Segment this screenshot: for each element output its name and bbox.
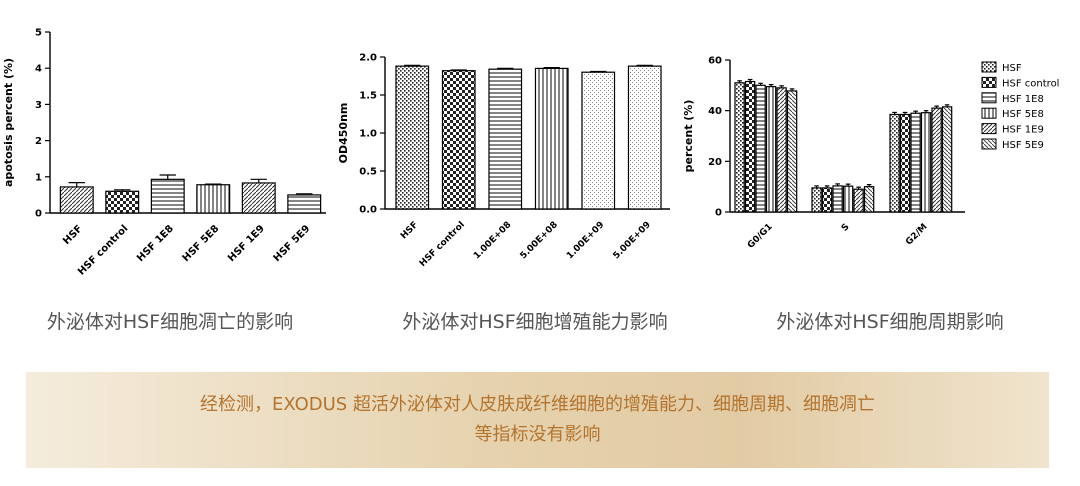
proliferation-y-tick-label: 0.0 <box>359 205 377 216</box>
apoptosis-x-tick-label: HSF 5E9 <box>272 223 313 264</box>
apoptosis-bar <box>196 184 231 214</box>
cell-cycle-bar <box>853 188 864 213</box>
cell-cycle-bar <box>734 82 745 213</box>
legend-label: HSF 5E9 <box>1002 140 1044 151</box>
apoptosis-y-tick-label: 3 <box>35 100 42 111</box>
cell-cycle-y-tick-label: 0 <box>715 208 722 219</box>
cell-cycle-chart-svg: 0 20 40 60 percent (%) G0/G1 S G2/M HSF HSF contr… <box>682 56 1059 251</box>
apoptosis-bar <box>287 194 322 214</box>
proliferation-x-tick-label: 1.00E+09 <box>565 220 606 261</box>
apoptosis-bar <box>241 182 276 214</box>
cell-cycle-bar <box>920 112 932 213</box>
cell-cycle-bar <box>931 107 942 213</box>
apoptosis-bar <box>59 186 94 214</box>
proliferation-y-tick-label: 1.5 <box>359 91 377 102</box>
legend-label: HSF 1E9 <box>1002 125 1044 136</box>
apoptosis-x-tick-label: HSF 1E9 <box>226 223 267 264</box>
proliferation-bar <box>395 65 430 210</box>
cell-cycle-y-tick-label: 40 <box>708 106 722 117</box>
apoptosis-y-axis-label: apotosis percent (%) <box>2 58 15 187</box>
legend-label: HSF control <box>1002 78 1059 89</box>
cell-cycle-bar <box>941 106 953 213</box>
legend-swatch <box>981 123 997 135</box>
cell-cycle-bar <box>842 185 854 213</box>
apoptosis-caption: 外泌体对HSF细胞凋亡的影响 <box>46 311 294 333</box>
cell-cycle-x-tick-label: G0/G1 <box>746 222 775 251</box>
proliferation-bar <box>534 67 569 210</box>
legend-swatch <box>981 61 997 73</box>
proliferation-chart: 0.0 0.5 1.0 1.5 2.0 OD450nm HSF HSF control 1.00… <box>330 0 680 300</box>
legend-swatch <box>981 76 997 88</box>
legend-label: HSF 1E8 <box>1002 94 1044 105</box>
apoptosis-y-tick-label: 2 <box>35 136 42 147</box>
proliferation-x-tick-label: 5.00E+08 <box>519 220 560 261</box>
cell-cycle-y-axis-label: percent (%) <box>682 100 695 173</box>
conclusion-line-1: 经检测，EXODUS 超活外泌体对人皮肤成纤维细胞的增殖能力、细胞周期、细胞凋亡 <box>200 394 875 415</box>
proliferation-x-tick-label: 5.00E+09 <box>612 220 653 261</box>
cell-cycle-bar <box>821 187 833 213</box>
proliferation-caption: 外泌体对HSF细胞增殖能力影响 <box>402 311 668 333</box>
cell-cycle-bar <box>863 186 875 213</box>
proliferation-bar <box>441 70 476 210</box>
cell-cycle-bar <box>910 112 921 213</box>
cell-cycle-caption: 外泌体对HSF细胞周期影响 <box>776 311 1004 333</box>
proliferation-x-tick-label: HSF control <box>418 220 467 269</box>
proliferation-y-tick-label: 0.5 <box>359 167 377 178</box>
cell-cycle-chart: 0 20 40 60 percent (%) G0/G1 S G2/M HSF HSF contr… <box>680 0 1080 300</box>
cell-cycle-x-tick-label: G2/M <box>904 222 929 247</box>
apoptosis-y-tick-label: 5 <box>35 28 42 39</box>
apoptosis-chart: 0 1 2 3 4 5 apotosis percent (%) HSF HSF control… <box>0 0 330 300</box>
cell-cycle-y-tick-label: 20 <box>708 157 722 168</box>
apoptosis-x-tick-label: HSF 1E8 <box>135 223 176 264</box>
conclusion-banner: 经检测，EXODUS 超活外泌体对人皮肤成纤维细胞的增殖能力、细胞周期、细胞凋亡… <box>26 372 1049 468</box>
cell-cycle-bar <box>786 90 798 213</box>
cell-cycle-bar <box>889 113 900 213</box>
proliferation-x-tick-label: HSF <box>399 220 420 241</box>
proliferation-y-axis-label: OD450nm <box>337 103 350 164</box>
proliferation-bar <box>627 65 662 210</box>
apoptosis-y-tick-label: 0 <box>35 209 42 220</box>
legend-swatch <box>981 138 997 150</box>
apoptosis-x-tick-label: HSF <box>61 223 85 247</box>
conclusion-line-2: 等指标没有影响 <box>474 424 601 445</box>
apoptosis-y-tick-label: 4 <box>35 64 42 75</box>
cell-cycle-bar <box>755 84 766 213</box>
legend-label: HSF 5E8 <box>1002 109 1044 120</box>
apoptosis-y-tick-label: 1 <box>35 172 42 183</box>
cell-cycle-y-tick-label: 60 <box>708 56 722 67</box>
cell-cycle-bar <box>899 113 911 213</box>
apoptosis-bar <box>105 190 140 214</box>
legend-swatch <box>981 92 997 104</box>
proliferation-x-tick-label: 1.00E+08 <box>472 220 513 261</box>
proliferation-bar <box>581 71 616 210</box>
cell-cycle-bar <box>811 187 822 213</box>
cell-cycle-bar <box>765 85 777 213</box>
proliferation-y-tick-label: 1.0 <box>359 129 377 140</box>
apoptosis-x-tick-label: HSF 5E8 <box>181 223 222 264</box>
cell-cycle-bar <box>832 185 843 213</box>
proliferation-bar <box>488 68 523 210</box>
legend-swatch <box>981 107 997 119</box>
proliferation-y-tick-label: 2.0 <box>359 53 377 64</box>
apoptosis-bar <box>150 178 185 214</box>
cell-cycle-bar <box>744 80 756 213</box>
cell-cycle-x-tick-label: S <box>840 222 852 234</box>
legend-label: HSF <box>1002 63 1022 74</box>
cell-cycle-bar <box>776 87 787 213</box>
